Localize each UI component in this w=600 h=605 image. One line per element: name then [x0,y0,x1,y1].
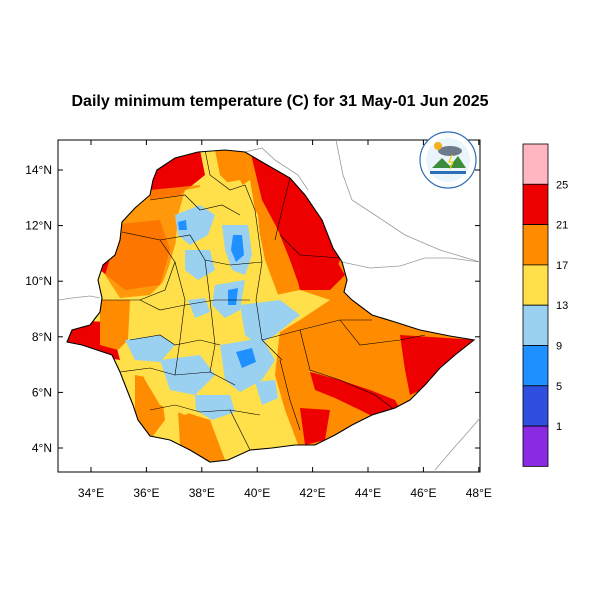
colorbar-bin [522,224,549,266]
lat-tick-label: 12°N [25,219,52,233]
temperature-field [67,150,474,462]
admin-boundaries [100,150,426,451]
colorbar-bin [522,345,549,387]
ethiopian-meteorology-institute-logo [419,131,477,189]
lat-tick-label: 8°N [32,330,52,344]
colorbar-label: 1 [556,421,562,433]
colorbar-bin [522,183,549,226]
lon-tick-label: 38°E [189,486,215,500]
colorbar-bin [522,304,549,346]
lon-tick-label: 48°E [466,486,492,500]
neighbor-borders [58,139,481,471]
colorbar-label: 25 [556,179,568,191]
lon-tick-label: 46°E [410,486,436,500]
lat-tick-label: 6°N [32,385,52,399]
lon-tick-label: 42°E [300,486,326,500]
colorbar: 25 21 17 13 9 5 1 [522,143,568,467]
latitude-axis: 14°N 12°N 10°N 8°N 6°N 4°N [25,163,480,455]
colorbar-label: 17 [556,260,568,272]
country-outline [66,149,476,463]
lon-tick-label: 34°E [78,486,104,500]
lat-tick-label: 4°N [32,441,52,455]
colorbar-bin [522,385,549,427]
lon-tick-label: 40°E [244,486,270,500]
colorbar-bin [522,143,549,185]
colorbar-label: 21 [556,220,568,232]
longitude-axis: 34°E 36°E 38°E 40°E 42°E 44°E 46°E 48°E [78,140,492,500]
lon-tick-label: 44°E [355,486,381,500]
map-title: Daily minimum temperature (C) for 31 May… [71,93,489,110]
lat-tick-label: 14°N [25,163,52,177]
colorbar-bin [522,425,549,467]
colorbar-label: 9 [556,341,562,353]
colorbar-label: 13 [556,300,568,312]
plot-frame [57,139,481,473]
lon-tick-label: 36°E [133,486,159,500]
colorbar-bin [522,264,549,306]
lat-tick-label: 10°N [25,274,52,288]
colorbar-label: 5 [556,381,562,393]
